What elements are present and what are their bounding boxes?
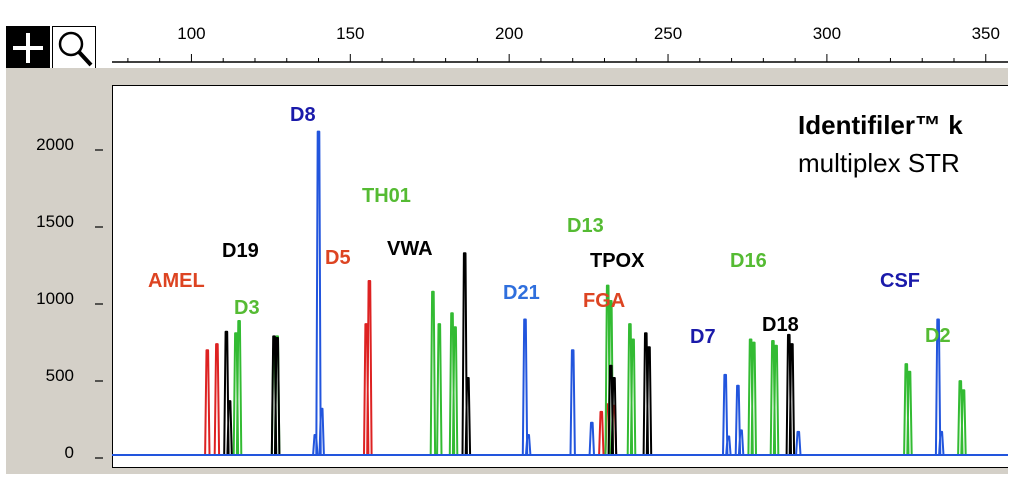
peak-label-d8: D8 <box>290 104 316 126</box>
magnifier-glyph <box>58 31 93 67</box>
x-tick-label: 350 <box>971 24 1000 43</box>
trace-series-2 <box>112 252 1008 456</box>
peak-label-d5: D5 <box>325 247 351 269</box>
peak-label-tpox: TPOX <box>590 250 645 272</box>
chart-title: Identifiler™ k <box>798 110 963 140</box>
peak-label-d2: D2 <box>925 325 951 347</box>
peak-label-d3: D3 <box>234 297 260 319</box>
peak-label-amel: AMEL <box>148 270 205 292</box>
x-tick-label: 300 <box>812 24 842 43</box>
x-tick-label: 200 <box>494 24 524 43</box>
peak-label-vwa: VWA <box>387 238 433 260</box>
peak-label-th01: TH01 <box>362 185 411 207</box>
peak-label-d19: D19 <box>222 240 259 262</box>
plot-area <box>112 85 1008 468</box>
trace-series-3 <box>112 130 1008 456</box>
electropherogram <box>95 54 1008 459</box>
y-tick-label: 1000 <box>36 289 74 308</box>
zoom-in-plus-icon[interactable] <box>6 26 50 70</box>
x-tick-label: 250 <box>653 24 683 43</box>
peak-label-d16: D16 <box>730 250 767 272</box>
chart-clip: 100 150 200 250 300 350 2000 1500 1000 500 0 D8 TH… <box>36 24 1008 462</box>
y-tick-label: 500 <box>45 366 74 385</box>
chart-subtitle: multiplex STR <box>798 148 960 178</box>
y-tick-label: 2000 <box>36 135 74 154</box>
peak-label-d13: D13 <box>567 215 604 237</box>
peak-label-d21: D21 <box>503 282 540 304</box>
y-tick-label: 0 <box>64 443 74 462</box>
x-tick-label: 100 <box>177 24 206 43</box>
peak-label-d7: D7 <box>690 326 716 348</box>
peak-label-csf: CSF <box>880 270 920 292</box>
magnifier-icon[interactable] <box>52 26 96 70</box>
y-tick-label: 1500 <box>36 212 74 231</box>
peak-label-d18: D18 <box>762 314 799 336</box>
peak-label-fga: FGA <box>583 290 626 312</box>
x-tick-label: 150 <box>336 24 365 43</box>
